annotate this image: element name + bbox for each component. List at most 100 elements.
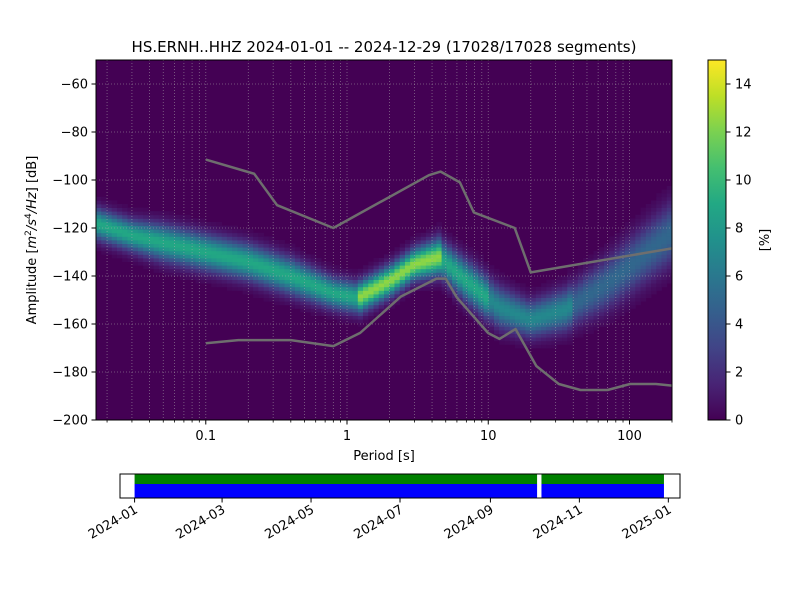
heatmap-cell bbox=[609, 261, 615, 266]
heatmap-cell bbox=[609, 308, 615, 313]
heatmap-cell bbox=[279, 265, 285, 270]
heatmap-cell bbox=[200, 218, 207, 223]
heatmap-cell bbox=[274, 265, 280, 270]
heatmap-cell bbox=[598, 319, 605, 324]
heatmap-cell bbox=[247, 254, 254, 259]
heatmap-cell bbox=[263, 240, 270, 244]
heatmap-cell bbox=[651, 211, 657, 216]
heatmap-cell bbox=[462, 308, 469, 313]
heatmap-cell bbox=[567, 322, 573, 327]
heatmap-cell bbox=[661, 229, 668, 234]
heatmap-cell bbox=[619, 268, 626, 273]
heatmap-cell bbox=[137, 225, 144, 230]
heatmap-cell bbox=[630, 301, 636, 306]
heatmap-cell bbox=[546, 337, 552, 342]
heatmap-cell bbox=[399, 297, 406, 302]
heatmap-cell bbox=[143, 261, 149, 266]
heatmap-cell bbox=[598, 265, 605, 270]
heatmap-cell bbox=[499, 276, 505, 280]
heatmap-cell bbox=[216, 254, 223, 259]
heatmap-cell bbox=[226, 286, 233, 291]
heatmap-cell bbox=[598, 301, 605, 306]
heatmap-cell bbox=[331, 265, 338, 270]
heatmap-cell bbox=[127, 254, 134, 259]
heatmap-cell bbox=[211, 240, 217, 244]
heatmap-cell bbox=[148, 229, 154, 234]
heatmap-cell bbox=[530, 312, 537, 316]
heatmap-cell bbox=[420, 236, 427, 241]
heatmap-cell bbox=[368, 276, 374, 280]
heatmap-cell bbox=[368, 272, 374, 277]
heatmap-cell bbox=[598, 312, 605, 316]
heatmap-cell bbox=[661, 189, 668, 194]
heatmap-cell bbox=[614, 265, 621, 270]
heatmap-cell bbox=[567, 337, 573, 342]
heatmap-cell bbox=[132, 254, 139, 259]
heatmap-cell bbox=[399, 250, 406, 255]
heatmap-cell bbox=[143, 265, 149, 270]
heatmap-cell bbox=[216, 232, 223, 237]
heatmap-cell bbox=[394, 279, 401, 284]
heatmap-cell bbox=[530, 308, 537, 313]
heatmap-cell bbox=[656, 229, 662, 234]
heatmap-cell bbox=[514, 337, 521, 342]
heatmap-cell bbox=[431, 279, 437, 284]
heatmap-cell bbox=[541, 333, 547, 338]
heatmap-cell bbox=[300, 279, 306, 284]
heatmap-cell bbox=[216, 265, 223, 270]
heatmap-cell bbox=[535, 344, 542, 349]
coverage-bar bbox=[541, 474, 664, 484]
heatmap-cell bbox=[635, 279, 641, 284]
heatmap-cell bbox=[127, 229, 134, 234]
heatmap-cell bbox=[331, 283, 338, 288]
heatmap-cell bbox=[122, 254, 128, 259]
heatmap-cell bbox=[331, 308, 338, 313]
heatmap-cell bbox=[661, 236, 668, 241]
noise-models bbox=[205, 158, 672, 392]
heatmap-cell bbox=[347, 286, 353, 291]
heatmap-cell bbox=[640, 290, 647, 295]
heatmap-cell bbox=[509, 340, 516, 345]
heatmap-cell bbox=[106, 247, 113, 252]
heatmap-cell bbox=[546, 333, 552, 338]
heatmap-cell bbox=[305, 283, 312, 288]
heatmap-cell bbox=[493, 304, 500, 309]
heatmap-cell bbox=[153, 214, 160, 219]
heatmap-cell bbox=[651, 218, 657, 223]
heatmap-cell bbox=[504, 304, 511, 309]
heatmap-cell bbox=[415, 247, 422, 252]
heatmap-cell bbox=[274, 290, 280, 295]
heatmap-cell bbox=[284, 243, 291, 248]
heatmap-cell bbox=[509, 326, 516, 331]
heatmap-cell bbox=[473, 254, 479, 259]
heatmap-cell bbox=[504, 297, 511, 302]
heatmap-cell bbox=[284, 254, 291, 259]
heatmap-cell bbox=[185, 250, 191, 255]
heatmap-cell bbox=[541, 337, 547, 342]
heatmap-cell bbox=[132, 247, 139, 252]
heatmap-cell bbox=[656, 193, 662, 198]
heatmap-cell bbox=[179, 222, 186, 226]
coverage-bar bbox=[541, 484, 664, 498]
heatmap-cell bbox=[137, 222, 144, 226]
heatmap-cell bbox=[582, 330, 589, 334]
heatmap-cell bbox=[101, 232, 107, 237]
heatmap-cell bbox=[551, 322, 558, 327]
heatmap-cell bbox=[577, 268, 584, 273]
heatmap-cell bbox=[504, 322, 511, 327]
heatmap-cell bbox=[661, 222, 668, 226]
heatmap-cell bbox=[577, 286, 584, 291]
heatmap-cell bbox=[452, 297, 458, 302]
heatmap-cell bbox=[446, 276, 453, 280]
heatmap-cell bbox=[101, 240, 107, 244]
heatmap-cell bbox=[143, 243, 149, 248]
heatmap-cell bbox=[195, 265, 202, 270]
heatmap-cell bbox=[96, 218, 102, 223]
heatmap-cell bbox=[635, 265, 641, 270]
plot-frame bbox=[95, 59, 673, 421]
heatmap-cell bbox=[556, 337, 563, 342]
heatmap-cell bbox=[331, 290, 338, 295]
heatmap-cell bbox=[499, 294, 505, 298]
heatmap-cell bbox=[300, 254, 306, 259]
